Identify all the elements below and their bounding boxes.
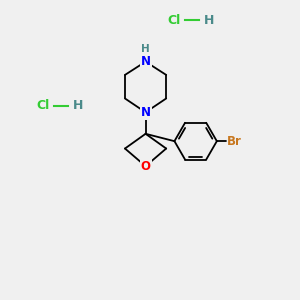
Text: H: H: [141, 44, 150, 54]
Text: Cl: Cl: [167, 14, 180, 27]
Text: Br: Br: [227, 135, 242, 148]
Text: N: N: [141, 106, 151, 119]
Text: N: N: [141, 55, 151, 68]
Text: Cl: Cl: [36, 99, 49, 112]
Text: H: H: [204, 14, 214, 27]
Text: H: H: [73, 99, 83, 112]
Text: O: O: [141, 160, 151, 173]
